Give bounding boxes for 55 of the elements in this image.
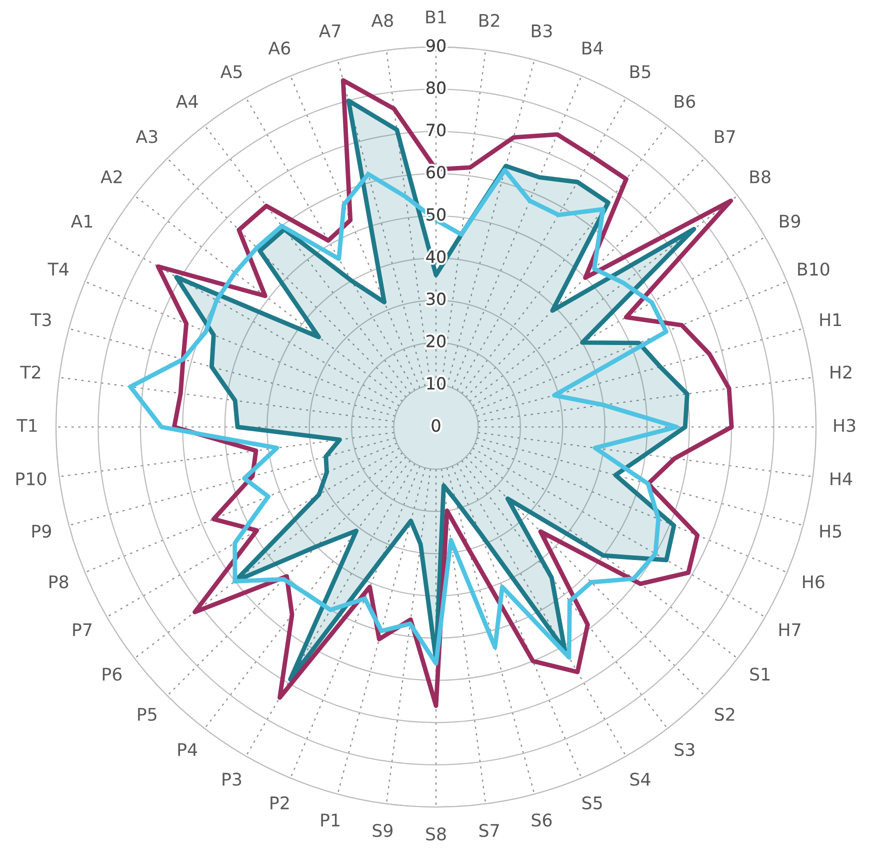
spoke-label: B6	[674, 94, 696, 108]
spoke-label: B7	[715, 130, 735, 143]
spoke-label: H7	[779, 623, 800, 636]
spoke-label: B4	[582, 42, 603, 54]
spoke-label: B1	[426, 10, 446, 24]
spoke-label: B9	[780, 214, 800, 228]
spoke-label: A6	[268, 42, 290, 55]
spoke-label: T3	[30, 313, 51, 326]
spoke-label: S3	[674, 742, 694, 756]
y-tick-label: 90	[426, 39, 446, 52]
spoke-label: B8	[750, 170, 770, 184]
spoke-label: P9	[32, 524, 51, 538]
spoke-label: P7	[73, 623, 92, 636]
y-tick-label: 10	[427, 377, 446, 390]
spoke-label: A1	[70, 214, 92, 228]
spoke-label: S2	[714, 708, 734, 721]
spoke-label: T2	[20, 366, 40, 378]
spoke-label: A3	[136, 130, 158, 144]
spoke-label: H2	[830, 366, 852, 378]
spoke-label: P2	[270, 796, 289, 810]
y-tick-label: 70	[426, 124, 446, 136]
spoke-label: S5	[582, 796, 602, 810]
y-tick-label: 80	[426, 81, 446, 94]
spoke-label: B5	[630, 65, 650, 78]
spoke-label: S6	[532, 813, 552, 827]
spoke-label: H6	[803, 575, 824, 588]
spoke-label: H5	[820, 524, 842, 538]
spoke-label: P8	[50, 575, 68, 588]
spoke-label: P10	[16, 472, 46, 486]
spoke-label: A7	[318, 24, 340, 38]
spoke-label: A5	[220, 65, 242, 78]
spoke-label: A8	[371, 14, 393, 28]
spoke-label: S7	[479, 824, 499, 838]
spoke-label: T4	[48, 262, 68, 276]
spoke-label: A2	[100, 170, 122, 184]
spoke-label: P3	[222, 772, 242, 786]
spoke-label: P6	[102, 668, 122, 681]
spoke-label: S9	[372, 824, 392, 838]
spoke-label: H4	[830, 472, 852, 486]
spoke-label: T1	[16, 419, 37, 432]
spoke-label: A4	[176, 95, 198, 108]
spoke-label: P4	[178, 743, 198, 756]
spoke-label: H3	[834, 418, 856, 432]
spoke-label: S4	[630, 772, 650, 786]
spoke-label: P5	[138, 708, 156, 721]
spoke-label: H1	[820, 313, 842, 326]
spoke-label: B3	[532, 24, 552, 38]
spoke-label: B10	[798, 262, 830, 276]
spoke-label: S1	[750, 668, 770, 681]
y-tick-label: 20	[426, 334, 446, 348]
y-tick-label: 30	[426, 292, 446, 306]
spoke-label: S8	[426, 827, 446, 841]
spoke-label: B2	[480, 14, 500, 27]
spoke-label: P1	[321, 814, 340, 826]
y-tick-label: 0	[432, 419, 440, 432]
